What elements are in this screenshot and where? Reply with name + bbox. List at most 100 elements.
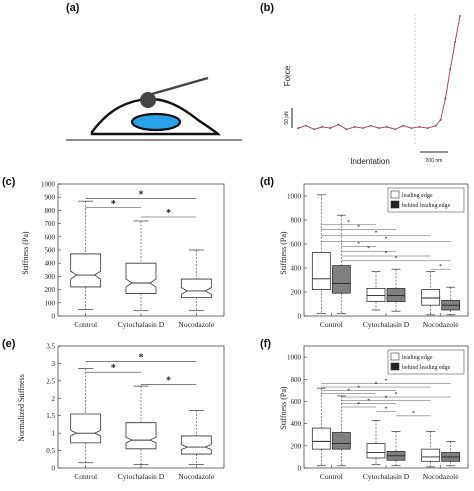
legend-swatch [390,362,400,371]
y-tick-label: 200 [291,289,302,297]
y-axis-label: Stiffness (Pa) [279,231,288,275]
y-tick-label: 100 [45,299,56,307]
box [386,431,406,467]
y-tick-label: 2.5 [46,377,55,385]
panel-label-d: (d) [260,176,275,188]
significance-star: * [385,406,388,412]
force-point [444,97,447,100]
iqr-box [180,278,212,298]
y-tick-label: 800 [291,376,302,384]
iqr-box [125,422,157,450]
y-tick-label: 400 [45,260,56,268]
force-trace [297,15,461,131]
x-category-label: Cytochalasin D [363,472,410,481]
x-axis-label: Indentation [350,157,390,166]
y-tick-label: 3 [52,360,56,368]
significance-star: * [139,353,144,364]
significance-star: * [367,246,370,252]
y-tick-label: 200 [45,286,56,294]
force-point [386,126,388,128]
iqr-box [70,253,102,288]
force-point [434,124,437,127]
y-tick-label: 400 [291,265,302,273]
panel-e-normalized-stiffness: Normalized Stiffness 0 0.5 1 1.5 2 2.5 3 3.5 Con… [8,340,228,490]
panel-label-f: (f) [260,338,271,350]
box [125,220,157,312]
panel-f-leading-edge-stiffness: Stiffness (Pa) 0 200 400 600 800 1000 Control C… [264,340,472,490]
box [386,268,406,312]
panel-label-b: (b) [260,2,275,14]
legend-label: behind leading edge [402,365,451,371]
y-tick-label: 800 [45,207,56,215]
force-point [305,124,307,127]
box [180,410,212,465]
y-axis-label: Normalized Stiffness [17,374,26,442]
y-tick-label: 2 [52,395,56,403]
significance-star: * [357,385,360,391]
box [366,271,386,311]
significance-star: * [375,382,378,388]
significance-star: * [347,389,350,395]
cantilever [151,76,209,96]
y-tick-label: 0 [298,313,302,321]
box [311,387,331,467]
x-category-label: Control [74,320,97,329]
box [441,286,461,316]
legend-swatch [390,200,400,209]
afm-cell-diagram [66,76,242,141]
significance-star: * [357,225,360,231]
significance-star: * [367,399,370,405]
iqr-box [386,288,406,303]
iqr-box [125,262,157,294]
y-tick-label: 1.5 [46,412,55,420]
panel-b-force-curve: Force Indentation 50 pN 200 nm [270,6,468,170]
iqr-box [366,288,386,303]
force-point [345,128,348,131]
box [311,194,331,314]
significance-star: * [385,379,388,385]
force-curve-chart: Force Indentation 50 pN 200 nm [283,14,461,166]
force-point [459,15,461,17]
y-tick-label: 300 [45,273,56,281]
y-axis-label: Stiffness (Pa) [279,386,288,430]
force-point [329,127,332,129]
box [70,368,102,464]
box [441,441,461,467]
significance-star: * [347,220,350,226]
force-point [353,126,356,128]
x-category-label: Nocodazole [178,320,214,329]
significance-star: * [111,199,116,210]
legend-label: leading edge [402,355,433,361]
leading-edge-boxplot: Stiffness (Pa) 0 200 400 600 800 1000 Control C… [279,183,469,329]
y-tick-label: 500 [45,247,56,255]
y-tick-label: 400 [291,420,302,428]
box [421,431,441,468]
force-point [418,126,421,128]
x-scale-bar-label: 200 nm [426,158,443,164]
nucleus [130,112,182,132]
force-point [410,127,413,129]
y-tick-label: 1000 [287,193,302,201]
panel-c-stiffness: Stiffness (Pa) 0 100 200 300 400 500 600 700 800… [8,178,228,336]
box [125,385,157,465]
panel-label-a: (a) [66,2,80,14]
force-point [337,123,340,126]
box [421,271,441,316]
force-point [394,128,397,131]
significance-star: * [395,256,398,262]
force-point [378,127,380,129]
y-tick-label: 200 [291,442,302,450]
legend-box [387,187,465,213]
iqr-box [70,413,102,444]
y-tick-label: 0 [52,465,56,473]
force-point [426,127,429,129]
iqr-box [180,435,212,455]
y-tick-label: 0 [298,465,302,473]
legend-swatch [390,190,400,199]
x-category-label: Nocodazole [178,472,214,481]
legend-label: behind leading edge [402,203,451,209]
force-point [454,41,457,43]
iqr-box [311,252,331,291]
probe-bead [140,92,156,108]
force-point [361,127,364,129]
